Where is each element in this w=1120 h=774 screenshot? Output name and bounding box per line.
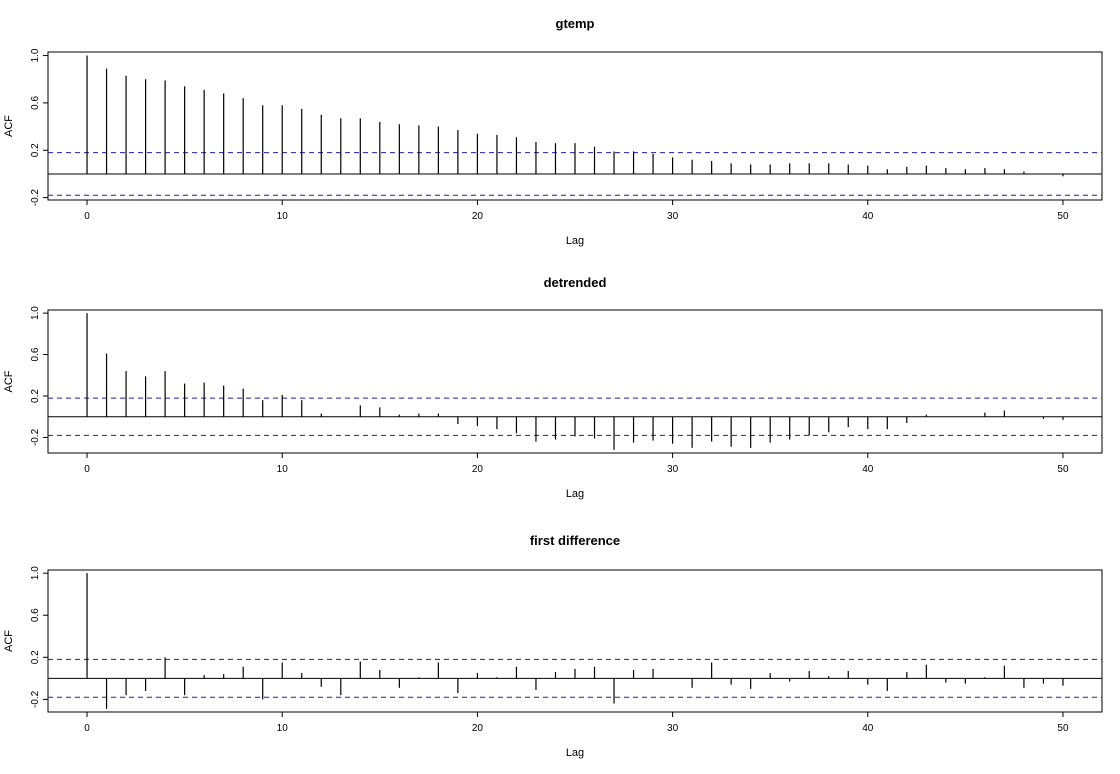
- x-tick-label: 40: [862, 723, 874, 734]
- y-tick-label: -0.2: [30, 189, 41, 207]
- y-axis-label: ACF: [3, 630, 15, 652]
- y-tick-label: 0.2: [30, 389, 41, 403]
- x-tick-label: 50: [1057, 464, 1069, 475]
- plot-frame: [47, 569, 1103, 713]
- y-axis-label: ACF: [3, 370, 15, 392]
- acf-panel-2: detrended 0 10 20 30 40 50 -0.2 0.2 0.6 1.0 Lag ACF: [3, 275, 1103, 500]
- x-tick-label: 30: [667, 464, 679, 475]
- x-tick-label: 10: [277, 723, 289, 734]
- y-tick-label: -0.2: [30, 428, 41, 446]
- y-tick-label: -0.2: [30, 690, 41, 708]
- plot-frame: [47, 309, 1103, 454]
- x-tick-label: 0: [84, 723, 90, 734]
- x-axis-label: Lag: [566, 488, 584, 500]
- y-tick-label: 1.0: [30, 48, 41, 62]
- x-tick-label: 0: [84, 464, 90, 475]
- x-tick-label: 10: [277, 211, 289, 222]
- chart-title: gtemp: [556, 16, 595, 31]
- y-tick-label: 1.0: [30, 566, 41, 580]
- x-tick-label: 30: [667, 723, 679, 734]
- y-tick-label: 0.6: [30, 96, 41, 110]
- x-tick-label: 10: [277, 464, 289, 475]
- x-tick-label: 50: [1057, 211, 1069, 222]
- x-tick-label: 50: [1057, 723, 1069, 734]
- y-tick-label: 0.6: [30, 608, 41, 622]
- y-tick-label: 1.0: [30, 306, 41, 320]
- x-tick-label: 20: [472, 211, 484, 222]
- x-tick-label: 30: [667, 211, 679, 222]
- x-axis-label: Lag: [566, 747, 584, 759]
- x-axis-label: Lag: [566, 235, 584, 247]
- acf-panel-1: gtemp 0 10 20 30 40 50 -0.2 0.2 0.6 1.0 Lag ACF: [3, 16, 1103, 247]
- acf-panel-3: first difference 0 10 20 30 40 50 -0.2 0.2 0.6 1.0…: [3, 533, 1103, 759]
- x-tick-label: 20: [472, 464, 484, 475]
- x-tick-label: 20: [472, 723, 484, 734]
- y-axis-label: ACF: [3, 115, 15, 137]
- x-tick-label: 40: [862, 464, 874, 475]
- y-tick-label: 0.2: [30, 143, 41, 157]
- chart-title: detrended: [544, 275, 607, 290]
- y-tick-label: 0.6: [30, 347, 41, 361]
- chart-title: first difference: [530, 533, 620, 548]
- x-tick-label: 0: [84, 211, 90, 222]
- plot-frame: [47, 51, 1103, 201]
- x-tick-label: 40: [862, 211, 874, 222]
- y-tick-label: 0.2: [30, 650, 41, 664]
